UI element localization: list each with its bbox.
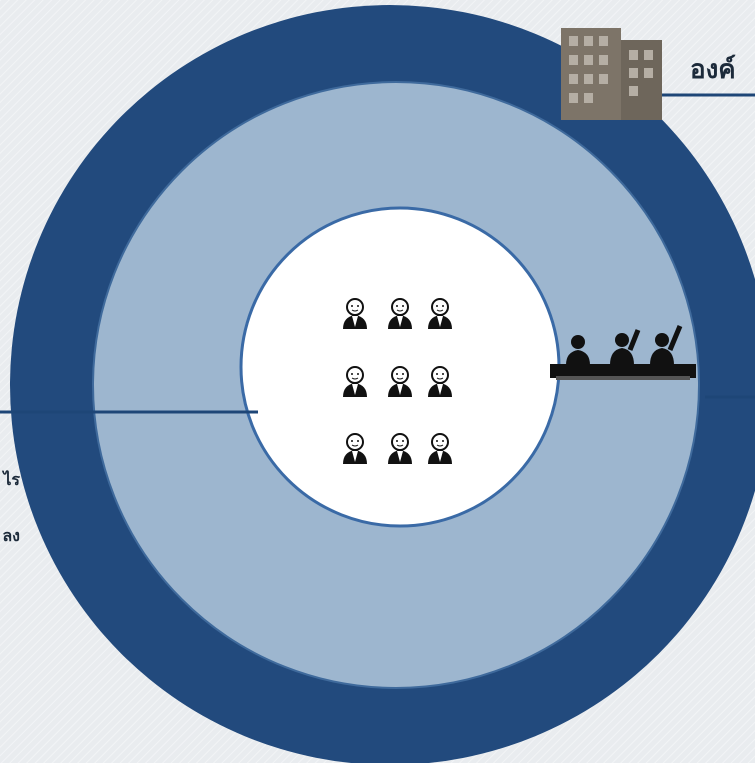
label: ไร	[1, 470, 20, 489]
people-icon	[343, 299, 452, 464]
label: องค์	[690, 54, 736, 85]
label: ลง	[2, 526, 20, 545]
diagram: องค์ ไร ลง	[0, 0, 755, 763]
building-icon	[561, 28, 662, 120]
